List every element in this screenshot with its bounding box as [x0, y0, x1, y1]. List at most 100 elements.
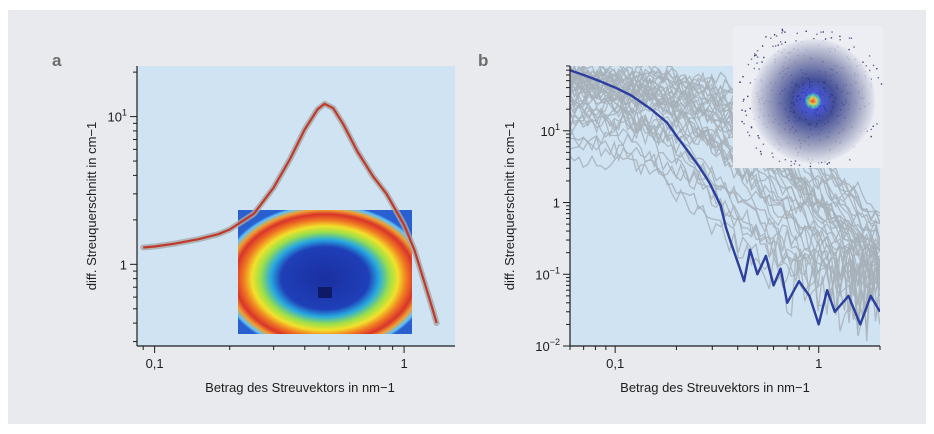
inset-noise-dot: [741, 109, 743, 111]
background-curve: [570, 87, 880, 250]
inset-noise-dot: [781, 28, 783, 31]
panel-letter-b: b: [478, 51, 488, 70]
inset-noise-dot: [756, 62, 758, 64]
inset-noise-dot: [848, 37, 851, 39]
inset-noise-dot: [877, 77, 879, 79]
x-tick-label: 0,1: [606, 356, 624, 371]
inset-noise-dot: [741, 120, 743, 123]
background-curve: [570, 94, 880, 241]
inset-noise-dot: [771, 152, 773, 154]
panel-b: b 0,1 1 10−2 10−1 1 101 Betrag des Streuvekto…: [478, 26, 883, 395]
inset-noise-dot: [747, 131, 749, 133]
background-curve: [570, 118, 880, 263]
inset-noise-dot: [750, 126, 753, 128]
background-curve: [570, 137, 880, 321]
inset-noise-dot: [839, 39, 841, 41]
y-tick-label: 1: [120, 257, 127, 272]
inset-noise-dot: [760, 153, 762, 155]
background-curve: [570, 134, 880, 341]
inset-noise-dot: [813, 38, 815, 40]
background-curve: [570, 94, 880, 261]
inset-noise-dot: [777, 44, 779, 46]
y-tick-label: 101: [541, 122, 560, 139]
inset-noise-dot: [744, 110, 747, 112]
inset-noise-dot: [745, 114, 748, 116]
inset-noise-dot: [781, 43, 783, 45]
y-tick-label: 1: [553, 196, 560, 211]
inset-noise-dot: [775, 35, 778, 37]
inset-noise-dot: [794, 160, 797, 162]
inset-noise-dot: [761, 45, 764, 47]
inset-noise-dot: [872, 125, 874, 127]
inset-noise-dot: [820, 31, 822, 33]
inset-noise-dot: [772, 45, 774, 47]
inset-noise-dot: [762, 143, 765, 145]
inset-noise-dot: [784, 159, 787, 161]
x-axis-label-b: Betrag des Streuvektors in nm−1: [620, 380, 810, 395]
inset-noise-dot: [784, 31, 786, 33]
inset-noise-dot: [821, 161, 823, 164]
inset-noise-dot: [754, 53, 756, 55]
inset-noise-dot: [880, 83, 883, 85]
background-curves-b: [570, 66, 880, 341]
inset-noise-dot: [862, 61, 864, 63]
inset-noise-dot: [876, 123, 878, 125]
inset-noise-dot: [826, 163, 828, 165]
inset-noise-dot: [824, 38, 827, 40]
y-tick-label: 101: [108, 108, 127, 125]
inset-noise-dot: [750, 58, 753, 60]
inset-noise-dot: [743, 123, 745, 125]
inset-noise-dot: [853, 46, 855, 48]
series-line-b: [570, 69, 880, 326]
inset-noise-dot: [849, 159, 851, 161]
background-curve: [570, 68, 880, 285]
inset-noise-dot: [756, 56, 759, 58]
inset-noise-dot: [831, 31, 833, 33]
inset-noise-dot: [872, 64, 875, 67]
inset-noise-dot: [790, 164, 792, 167]
y-tick-label: 10−1: [535, 265, 560, 282]
inset-noise-dot: [779, 41, 782, 43]
inset-noise-dot: [850, 37, 853, 39]
inset-noise-dot: [798, 164, 801, 166]
background-curve: [570, 100, 880, 304]
inset-noise-dot: [749, 107, 751, 110]
inset-noise-dot: [747, 95, 749, 98]
inset-noise-dot: [743, 98, 745, 101]
inset-noise-dot: [774, 45, 777, 47]
x-axis-label-a: Betrag des Streuvektors in nm−1: [205, 380, 395, 395]
inset-noise-dot: [839, 35, 841, 38]
background-curve: [570, 83, 880, 287]
y-tick-label: 10−2: [535, 337, 560, 354]
inset-noise-dot: [770, 37, 772, 39]
inset-noise-dot: [809, 165, 812, 168]
inset-noise-dot: [755, 54, 757, 56]
x-tick-label: 1: [815, 356, 822, 371]
inset-noise-dot: [742, 100, 744, 102]
inset-noise-dot: [753, 67, 755, 70]
background-curve: [570, 66, 880, 309]
inset-noise-dot: [865, 65, 867, 67]
inset-noise-dot: [828, 162, 830, 164]
inset-noise-dot: [755, 147, 758, 149]
inset-noise-dot: [870, 78, 872, 80]
x-tick-label: 1: [400, 356, 407, 371]
inset-noise-dot: [868, 55, 871, 57]
inset-noise-dot: [765, 36, 767, 38]
inset-noise-dot: [759, 150, 762, 153]
inset-noise-dot: [784, 41, 787, 43]
background-curve: [570, 72, 880, 280]
inset-noise-dot: [781, 32, 783, 34]
inset-noise-dot: [747, 63, 750, 66]
inset-noise-dot: [830, 37, 833, 39]
inset-noise-dot: [739, 81, 741, 83]
panel-a: a 0,1 1 1 101 Betrag des Streuvektors in nm…: [52, 51, 455, 395]
inset-noise-dot: [822, 31, 824, 33]
inset-noise-dot: [790, 160, 792, 163]
inset-noise-dot: [756, 50, 759, 52]
inset-noise-dot: [816, 33, 818, 35]
background-curve: [570, 66, 880, 223]
inset-noise-dot: [748, 134, 751, 137]
inset-noise-dot: [870, 135, 872, 138]
